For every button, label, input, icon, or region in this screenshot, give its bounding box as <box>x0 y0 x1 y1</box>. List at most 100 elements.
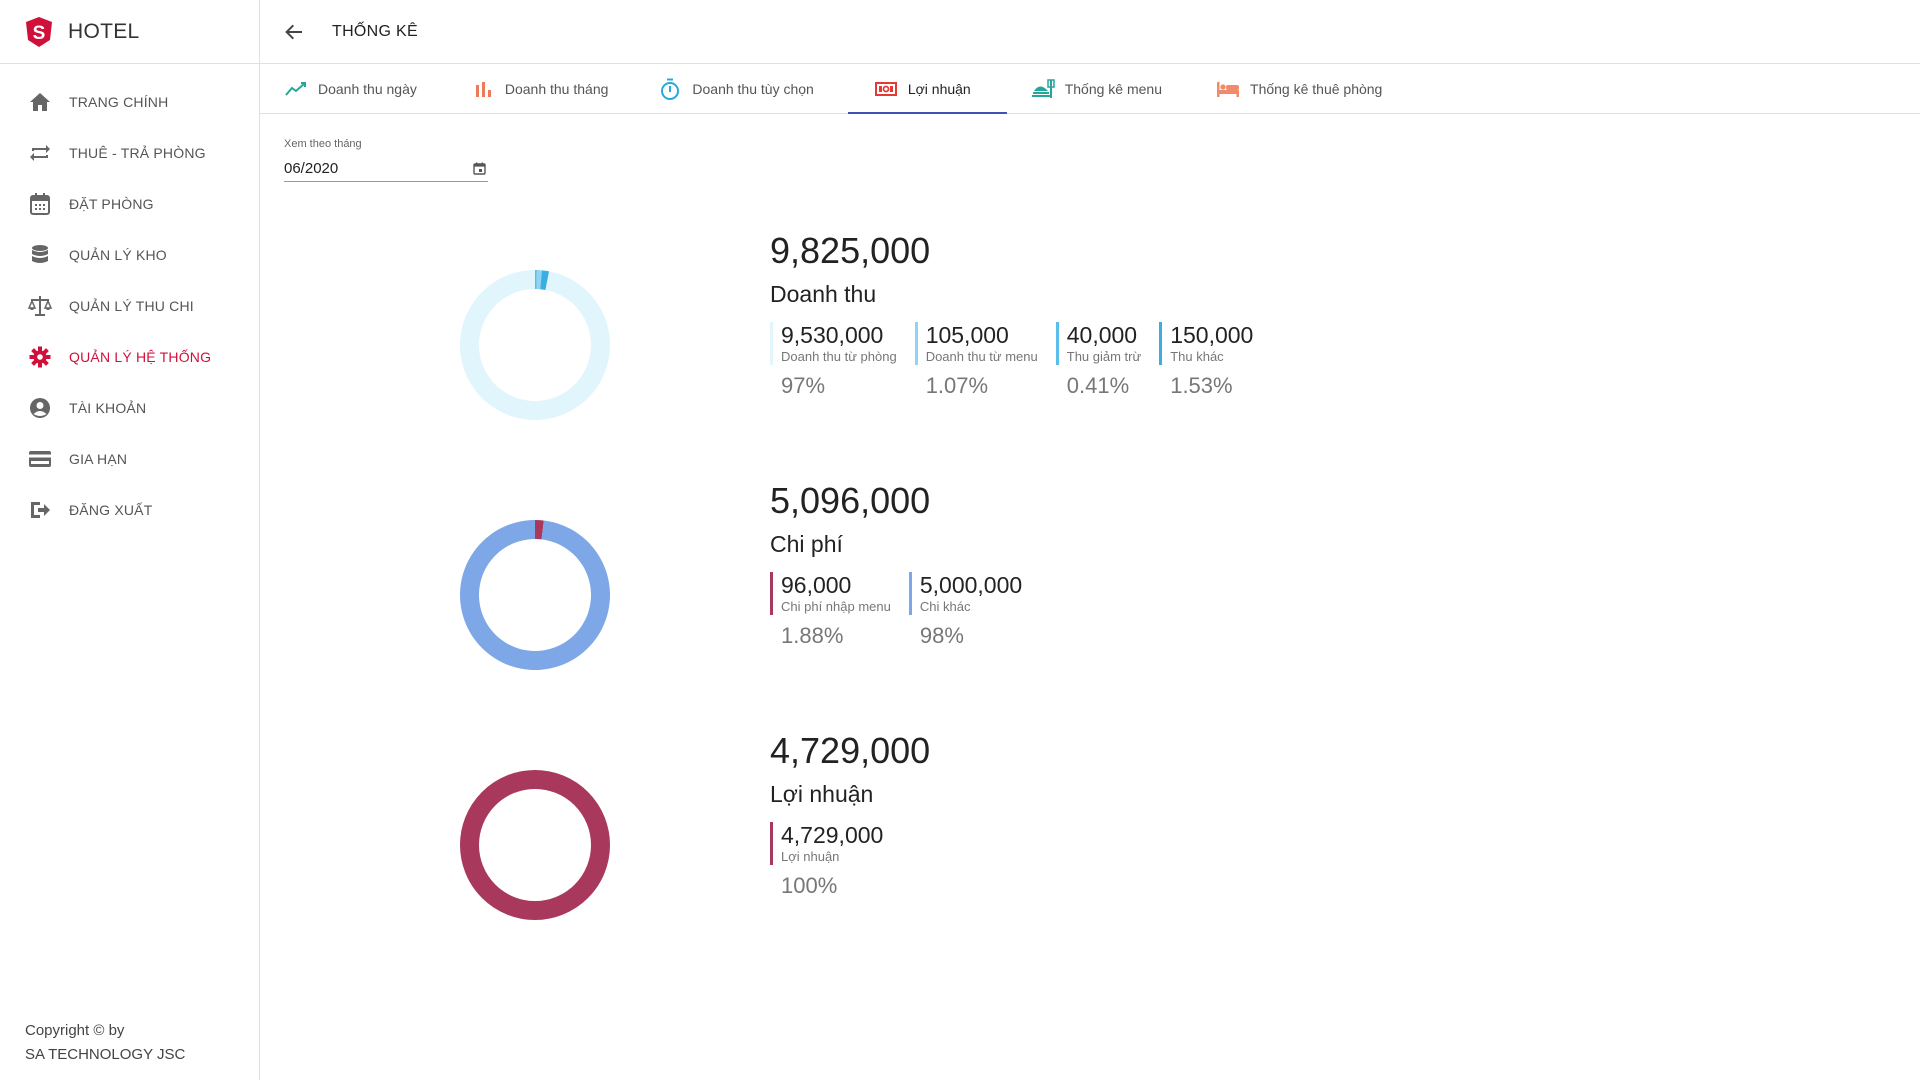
month-input[interactable] <box>284 160 454 177</box>
profit-section: 4,729,000 Lợi nhuận 4,729,000 Lợi nhuận 1… <box>260 730 1920 980</box>
item-value: 96,000 <box>781 572 852 598</box>
back-arrow-icon[interactable] <box>282 20 306 44</box>
month-filter: Xem theo tháng <box>284 138 488 182</box>
tab-label: Doanh thu ngày <box>318 81 417 97</box>
svg-text:S: S <box>33 23 46 44</box>
database-icon <box>28 243 52 267</box>
tab-doanh-thu-tuy-chon[interactable]: Doanh thu tùy chọn <box>648 65 847 113</box>
sidebar-item-label: GIA HẠN <box>69 450 128 467</box>
item-percent: 97% <box>781 373 826 398</box>
bar-chart-icon <box>471 77 495 101</box>
donut-segment <box>535 270 537 290</box>
breakdown-item: 5,000,000 Chi khác 98% <box>908 572 1023 649</box>
item-percent: 0.41% <box>1066 373 1130 398</box>
sidebar-item-dat-phong[interactable]: ĐẶT PHÒNG <box>0 178 259 229</box>
breakdown-item: 96,000 Chi phí nhập menu 1.88% <box>770 572 891 649</box>
color-marker <box>1159 322 1163 365</box>
tab-label: Lợi nhuận <box>907 81 971 97</box>
item-value: 40,000 <box>1066 322 1138 348</box>
home-icon <box>28 90 52 114</box>
breakdown-item: 9,530,000 Doanh thu từ phòng 97% <box>770 322 897 399</box>
calendar-icon <box>28 192 52 216</box>
item-label: Chi khác <box>919 599 971 614</box>
cost-donut-chart <box>460 520 610 670</box>
sidebar-item-quan-ly-kho[interactable]: QUẢN LÝ KHO <box>0 229 259 280</box>
profit-info: 4,729,000 Lợi nhuận 4,729,000 Lợi nhuận 1… <box>770 730 930 899</box>
item-percent: 1.88% <box>781 623 844 648</box>
gear-icon <box>28 345 52 369</box>
item-label: Doanh thu từ menu <box>925 349 1038 364</box>
sidebar-item-label: QUẢN LÝ HỆ THỐNG <box>69 348 212 365</box>
food-icon <box>1031 77 1055 101</box>
tab-thong-ke-thue-phong[interactable]: Thống kê thuê phòng <box>1196 65 1412 113</box>
breakdown-item: 105,000 Doanh thu từ menu 1.07% <box>914 322 1038 399</box>
section-title: Lợi nhuận <box>770 781 874 807</box>
cost-section: 5,096,000 Chi phí 96,000 Chi phí nhập men… <box>260 480 1920 730</box>
sidebar-item-label: ĐẶT PHÒNG <box>69 195 154 212</box>
sidebar: S HOTEL TRANG CHÍNH THUÊ - TRẢ PHÒNG ĐẶT… <box>0 0 260 1080</box>
sidebar-item-dang-xuat[interactable]: ĐĂNG XUẤT <box>0 484 259 535</box>
calendar-icon[interactable] <box>470 160 488 178</box>
section-title: Chi phí <box>770 531 843 557</box>
item-value: 5,000,000 <box>919 572 1023 598</box>
tab-doanh-thu-ngay[interactable]: Doanh thu ngày <box>260 65 447 113</box>
cost-info: 5,096,000 Chi phí 96,000 Chi phí nhập men… <box>770 480 1040 649</box>
item-percent: 98% <box>919 623 964 648</box>
color-marker <box>770 822 773 865</box>
section-total: 5,096,000 <box>770 480 931 521</box>
sidebar-item-label: QUẢN LÝ THU CHI <box>69 297 194 314</box>
sidebar-item-quan-ly-he-thong[interactable]: QUẢN LÝ HỆ THỐNG <box>0 331 259 382</box>
item-label: Lợi nhuận <box>781 849 840 864</box>
tab-label: Doanh thu tháng <box>504 81 609 97</box>
tab-doanh-thu-thang[interactable]: Doanh thu tháng <box>447 65 649 113</box>
item-label: Chi phí nhập menu <box>781 599 891 614</box>
donut-segment <box>460 270 610 421</box>
copyright-company: SA TECHNOLOGY JSC <box>25 1046 186 1063</box>
breakdown-item: 4,729,000 Lợi nhuận 100% <box>770 822 883 899</box>
copyright: Copyright © by SA TECHNOLOGY JSC <box>25 1019 185 1067</box>
breakdown-list: 4,729,000 Lợi nhuận 100% <box>770 822 930 899</box>
scale-icon <box>28 294 52 318</box>
logout-icon <box>28 498 52 522</box>
sidebar-item-label: ĐĂNG XUẤT <box>69 501 153 518</box>
section-title: Doanh thu <box>770 281 877 307</box>
section-total: 9,825,000 <box>770 230 931 271</box>
tab-loi-nhuan[interactable]: Lợi nhuận <box>847 65 1007 114</box>
revenue-section: 9,825,000 Doanh thu 9,530,000 Doanh thu t… <box>260 230 1920 480</box>
item-value: 4,729,000 <box>781 822 884 848</box>
sidebar-item-tai-khoan[interactable]: TÀI KHOẢN <box>0 382 259 433</box>
donut-segment <box>535 520 544 540</box>
donut-segment <box>536 270 542 290</box>
color-marker <box>770 322 773 365</box>
item-label: Thu giảm trừ <box>1066 349 1142 364</box>
sidebar-item-label: QUẢN LÝ KHO <box>69 246 167 263</box>
donut-segment <box>460 520 610 670</box>
breakdown-item: 150,000 Thu khác 1.53% <box>1159 322 1253 399</box>
item-label: Thu khác <box>1170 349 1224 364</box>
stats-tabs: Doanh thu ngày Doanh thu tháng Doanh thu… <box>260 65 1920 114</box>
revenue-info: 9,825,000 Doanh thu 9,530,000 Doanh thu t… <box>770 230 1271 399</box>
sidebar-item-thue-tra-phong[interactable]: THUÊ - TRẢ PHÒNG <box>0 127 259 178</box>
tab-label: Thống kê menu <box>1064 81 1163 97</box>
section-total: 4,729,000 <box>770 730 931 771</box>
month-filter-label: Xem theo tháng <box>284 138 362 150</box>
money-icon <box>874 77 898 101</box>
sidebar-item-gia-han[interactable]: GIA HẠN <box>0 433 259 484</box>
bed-icon <box>1216 77 1240 101</box>
swap-icon <box>28 141 52 165</box>
brand[interactable]: S HOTEL <box>0 0 259 64</box>
brand-name: HOTEL <box>68 19 140 43</box>
color-marker <box>770 572 773 615</box>
sidebar-item-label: TÀI KHOẢN <box>69 399 147 416</box>
sidebar-item-trang-chinh[interactable]: TRANG CHÍNH <box>0 76 259 127</box>
item-percent: 1.53% <box>1170 373 1233 398</box>
breakdown-list: 96,000 Chi phí nhập menu 1.88% 5,000,000 C… <box>770 572 1040 649</box>
logo-icon: S <box>24 16 54 48</box>
sidebar-item-label: THUÊ - TRẢ PHÒNG <box>69 144 206 161</box>
tab-thong-ke-menu[interactable]: Thống kê menu <box>1007 65 1196 113</box>
donut-segment <box>540 270 550 290</box>
color-marker <box>1055 322 1059 365</box>
copyright-line: Copyright © by <box>25 1022 125 1039</box>
item-percent: 100% <box>781 873 838 898</box>
sidebar-item-quan-ly-thu-chi[interactable]: QUẢN LÝ THU CHI <box>0 280 259 331</box>
